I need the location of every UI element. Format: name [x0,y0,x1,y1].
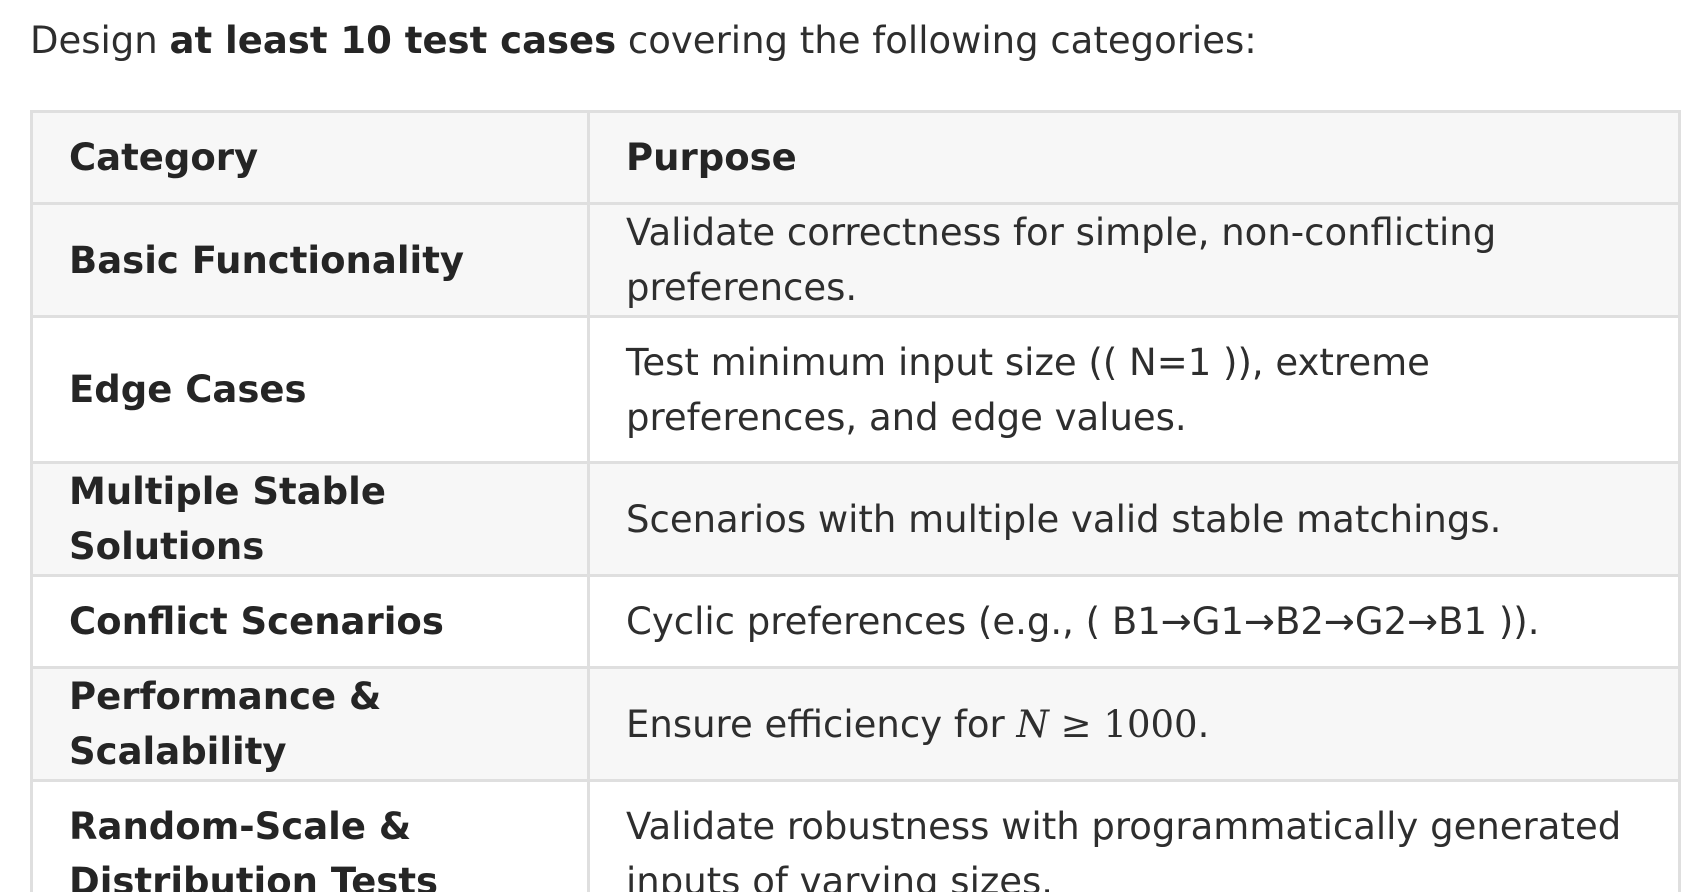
intro-paragraph: Design at least 10 test cases covering t… [30,14,1257,68]
table-row: Basic Functionality Validate correctness… [30,202,1681,318]
table-row: Edge Cases Test minimum input size (( N=… [30,315,1681,464]
math-expression: N ≥ 1000 [1017,703,1198,746]
table-row: Random-Scale & Distribution Tests Valida… [30,779,1681,892]
row-category: Random-Scale & Distribution Tests [30,779,590,892]
purpose-prefix: Ensure efficiency for [626,702,1017,746]
table-row: Performance & Scalability Ensure efficie… [30,666,1681,782]
row-purpose: Scenarios with multiple valid stable mat… [587,461,1681,577]
table-row: Multiple Stable Solutions Scenarios with… [30,461,1681,577]
row-purpose: Validate robustness with programmaticall… [587,779,1681,892]
purpose-suffix: . [1197,702,1210,746]
categories-table: Category Purpose Basic Functionality Val… [30,110,1681,892]
intro-emphasis: at least 10 test cases [169,19,617,62]
row-category: Performance & Scalability [30,666,590,782]
intro-suffix: covering the following categories: [616,19,1257,62]
math-variable: N [1016,702,1049,746]
row-purpose: Ensure efficiency for N ≥ 1000. [587,666,1681,782]
math-rest: ≥ 1000 [1048,702,1198,746]
intro-prefix: Design [30,19,170,62]
header-purpose: Purpose [587,110,1681,205]
row-purpose: Cyclic preferences (e.g., ( B1→G1→B2→G2→… [587,574,1681,669]
row-category: Multiple Stable Solutions [30,461,590,577]
row-purpose: Validate correctness for simple, non-con… [587,202,1681,318]
row-category: Edge Cases [30,315,590,464]
row-category: Basic Functionality [30,202,590,318]
header-category: Category [30,110,590,205]
table-header-row: Category Purpose [30,110,1681,205]
table-row: Conflict Scenarios Cyclic preferences (e… [30,574,1681,669]
row-category: Conflict Scenarios [30,574,590,669]
row-purpose: Test minimum input size (( N=1 )), extre… [587,315,1681,464]
